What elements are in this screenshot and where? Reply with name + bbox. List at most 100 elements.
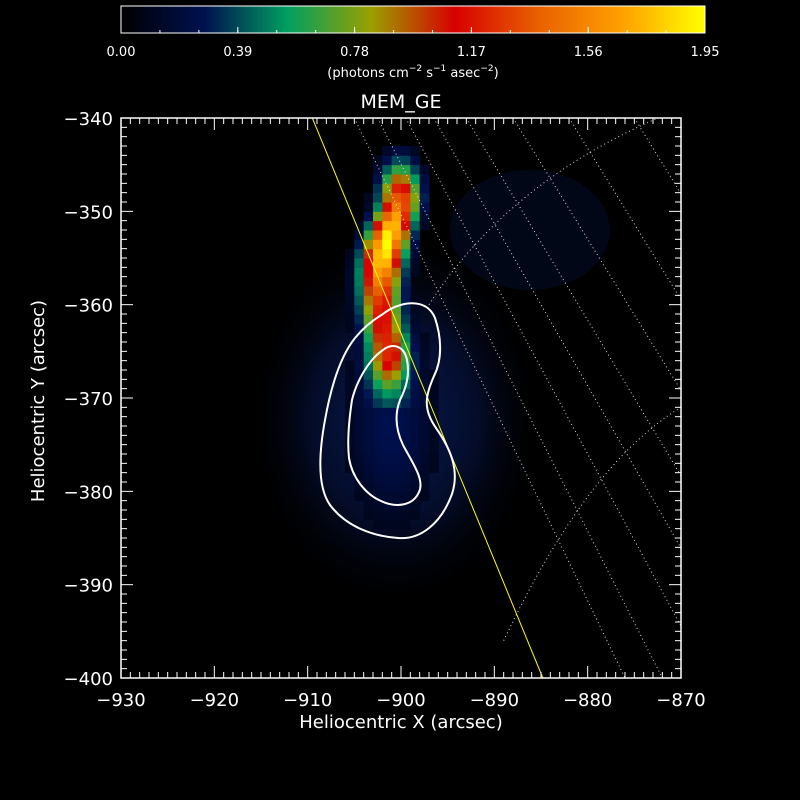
x-axis-label: Heliocentric X (arcsec) bbox=[299, 712, 502, 733]
image-pixel bbox=[410, 360, 421, 371]
image-pixel bbox=[410, 164, 421, 175]
image-pixel bbox=[382, 454, 393, 464]
grid-meridian bbox=[465, 118, 681, 477]
image-pixel bbox=[354, 314, 365, 324]
image-pixel bbox=[373, 482, 383, 492]
image-pixel bbox=[382, 220, 393, 231]
image-pixel bbox=[401, 454, 411, 464]
image-pixel bbox=[363, 258, 374, 268]
image-pixel bbox=[410, 220, 421, 231]
image-pixel bbox=[363, 295, 374, 306]
image-pixel bbox=[419, 416, 430, 427]
image-pixel bbox=[419, 407, 430, 418]
image-pixel bbox=[391, 379, 402, 390]
image-pixel bbox=[345, 463, 355, 474]
image-pixel bbox=[401, 482, 411, 492]
image-pixel bbox=[391, 211, 402, 222]
image-pixel bbox=[382, 267, 393, 278]
image-pixel bbox=[401, 230, 411, 240]
image-pixel bbox=[401, 519, 411, 530]
image-pixel bbox=[410, 454, 421, 464]
image-pixel bbox=[373, 416, 383, 427]
x-tick-label: −910 bbox=[283, 690, 332, 711]
image-pixel bbox=[401, 510, 411, 520]
image-pixel bbox=[382, 183, 393, 194]
image-pixel bbox=[419, 164, 430, 175]
image-pixel bbox=[345, 286, 355, 296]
image-pixel bbox=[354, 454, 365, 464]
image-pixel bbox=[419, 174, 430, 184]
image-pixel bbox=[401, 286, 411, 296]
image-pixel bbox=[363, 239, 374, 250]
image-pixel bbox=[373, 258, 383, 268]
image-pixel bbox=[410, 435, 421, 446]
image-pixel bbox=[410, 304, 421, 315]
image-pixel bbox=[419, 444, 430, 455]
image-pixel bbox=[382, 416, 393, 427]
image-pixel bbox=[410, 407, 421, 418]
image-pixel bbox=[410, 295, 421, 306]
image-pixel bbox=[401, 491, 411, 502]
image-pixel bbox=[429, 388, 439, 399]
image-pixel bbox=[354, 332, 365, 343]
image-pixel bbox=[401, 342, 411, 352]
image-pixel bbox=[401, 192, 411, 203]
image-pixel bbox=[410, 192, 421, 203]
image-pixel bbox=[391, 388, 402, 399]
image-pixel bbox=[382, 164, 393, 175]
image-pixel bbox=[373, 239, 383, 250]
image-pixel bbox=[429, 398, 439, 408]
image-pixel bbox=[373, 314, 383, 324]
image-pixel bbox=[382, 426, 393, 436]
image-pixel bbox=[391, 398, 402, 408]
image-pixel bbox=[391, 183, 402, 194]
image-pixel bbox=[354, 342, 365, 352]
image-pixel bbox=[382, 388, 393, 399]
image-pixel bbox=[419, 370, 430, 380]
colorbar-ticks: 0.00 0.39 0.78 1.17 1.56 1.95 bbox=[107, 27, 719, 60]
image-pixel bbox=[373, 202, 383, 212]
image-pixel bbox=[401, 304, 411, 315]
image-pixel bbox=[401, 202, 411, 212]
image-pixel bbox=[354, 398, 365, 408]
image-pixel bbox=[401, 407, 411, 418]
image-pixel bbox=[410, 146, 421, 156]
image-pixel bbox=[354, 463, 365, 474]
image-pixel bbox=[419, 388, 430, 399]
image-pixel bbox=[401, 463, 411, 474]
x-tick-label: −900 bbox=[376, 690, 425, 711]
image-pixel bbox=[391, 519, 402, 530]
chart-title: MEM_GE bbox=[360, 91, 441, 113]
image-pixel bbox=[354, 230, 365, 240]
axis-ticks: −930 −920 −910 −900 −890 −880 −870 −400 −390 −380… bbox=[64, 109, 706, 711]
image-pixel bbox=[382, 519, 393, 530]
image-pixel bbox=[373, 164, 383, 175]
image-pixel bbox=[391, 323, 402, 334]
image-pixel bbox=[410, 472, 421, 483]
image-pixel bbox=[363, 342, 374, 352]
image-pixel bbox=[382, 192, 393, 203]
image-pixel bbox=[401, 155, 411, 166]
image-pixel bbox=[401, 426, 411, 436]
image-pixel bbox=[410, 500, 421, 511]
colorbar-tick-label: 1.56 bbox=[574, 45, 603, 60]
image-pixel bbox=[391, 426, 402, 436]
image-pixel bbox=[382, 500, 393, 511]
x-tick-label: −880 bbox=[563, 690, 612, 711]
coordinate-grid bbox=[353, 118, 681, 678]
image-pixel bbox=[382, 370, 393, 380]
image-pixel bbox=[391, 472, 402, 483]
image-pixel bbox=[354, 351, 365, 362]
image-pixel bbox=[345, 388, 355, 399]
y-tick-label: −360 bbox=[64, 296, 113, 317]
image-pixel bbox=[419, 426, 430, 436]
image-pixel bbox=[354, 388, 365, 399]
image-pixel bbox=[363, 304, 374, 315]
image-pixel bbox=[373, 211, 383, 222]
image-pixel bbox=[354, 407, 365, 418]
image-pixel bbox=[391, 267, 402, 278]
image-pixel bbox=[345, 360, 355, 371]
image-pixel bbox=[345, 435, 355, 446]
image-pixel bbox=[401, 164, 411, 175]
image-pixel bbox=[354, 360, 365, 371]
